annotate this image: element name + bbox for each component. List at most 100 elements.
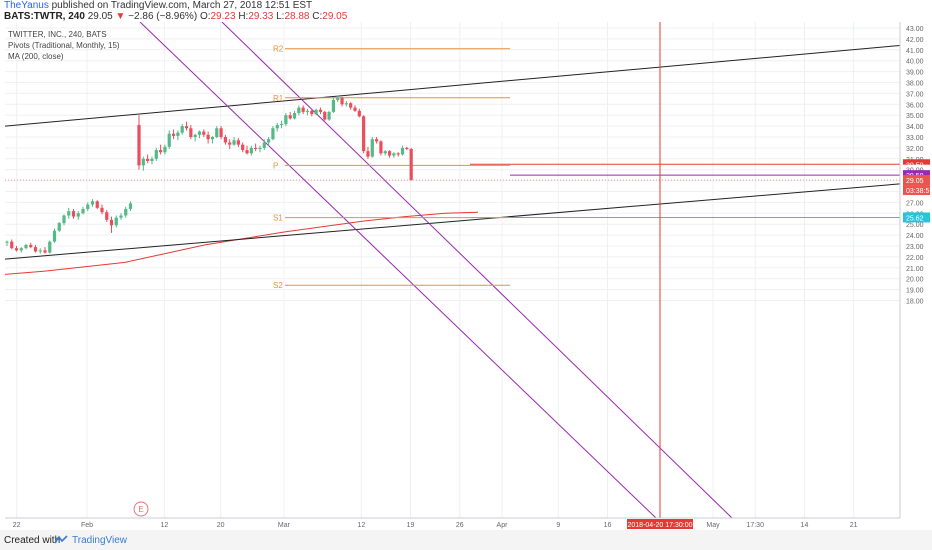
candle-body — [318, 109, 323, 112]
candle-body — [241, 144, 245, 151]
y-tick-label: 41.00 — [906, 48, 924, 55]
publish-info: published on TradingView.com, March 27, … — [51, 0, 313, 11]
candle-body — [271, 128, 275, 140]
candle-body — [310, 110, 314, 115]
low-label: L: — [276, 11, 285, 22]
candle-body — [249, 147, 253, 154]
legend-entry: TWITTER, INC., 240, BATS — [8, 30, 107, 39]
candle-body — [189, 128, 193, 137]
candle-body — [57, 223, 61, 231]
candle-body — [43, 250, 47, 253]
candle-body — [383, 151, 387, 154]
candle-body — [254, 147, 258, 149]
pivot-label-r1: R1 — [273, 94, 284, 103]
candle-body — [323, 111, 327, 120]
y-tick-label: 22.00 — [906, 255, 924, 262]
x-tick-label: 12 — [357, 522, 365, 529]
candle-body — [159, 150, 163, 153]
candle-body — [48, 241, 52, 253]
low-value: 28.88 — [284, 11, 310, 22]
candle-body — [305, 110, 310, 112]
candle-body — [279, 123, 284, 126]
price-label-text: 25.62 — [906, 215, 924, 222]
candle-body — [353, 107, 357, 111]
channel-line-upper — [221, 22, 733, 518]
candle-body — [366, 151, 370, 157]
candle-body — [267, 139, 271, 143]
y-tick-label: 24.00 — [906, 233, 924, 240]
legend-entry: Pivots (Traditional, Monthly, 15) — [8, 41, 120, 50]
y-tick-label: 23.00 — [906, 244, 924, 251]
lower-trendline — [5, 183, 900, 260]
x-tick-label: 16 — [604, 522, 612, 529]
y-tick-label: 25.00 — [906, 222, 924, 229]
chart-header: TheYanus published on TradingView.com, M… — [0, 0, 932, 22]
x-tick-label: Mar — [278, 522, 291, 529]
x-tick-label: 26 — [456, 522, 464, 529]
candle-body — [292, 113, 297, 119]
high-value: 29.33 — [248, 11, 274, 22]
change-value: −2.86 (−8.96%) — [128, 11, 198, 22]
price-label-text: 29.05 — [906, 178, 924, 185]
candle-body — [14, 248, 19, 251]
candle-body — [210, 137, 215, 140]
price-label-box — [903, 212, 930, 223]
candle-body — [171, 133, 176, 136]
candle-body — [392, 153, 396, 156]
candle-body — [90, 201, 95, 205]
candle-body — [141, 158, 145, 166]
open-value: 29.23 — [210, 11, 236, 22]
candle-body — [33, 247, 38, 252]
candle-body — [340, 97, 344, 105]
author-link[interactable]: TheYanus — [4, 0, 49, 11]
candle-body — [167, 133, 171, 147]
candle-body — [197, 131, 202, 135]
tradingview-brand[interactable]: TradingView — [72, 535, 128, 546]
footer-bar: Created with TradingView — [0, 530, 932, 550]
candle-body — [275, 125, 279, 129]
candle-body — [109, 219, 114, 226]
candle-body — [344, 103, 348, 105]
x-axis-ticks: 22 Feb 12 20 Mar 12 19 26 Apr 9 16 May 17:30 14 21 — [13, 522, 858, 529]
candle-body — [400, 147, 405, 155]
candle-body — [379, 141, 383, 154]
candle-body — [29, 244, 33, 248]
y-tick-label: 37.00 — [906, 91, 924, 98]
close-value: 29.05 — [322, 11, 348, 22]
candle-body — [387, 151, 392, 156]
candle-body — [215, 128, 219, 137]
y-tick-label: 27.00 — [906, 200, 924, 207]
candle-body — [245, 150, 249, 154]
y-tick-label: 19.00 — [906, 288, 924, 295]
plot-background — [5, 22, 900, 518]
candle-body — [62, 215, 66, 224]
candle-body — [301, 107, 305, 112]
pivot-label-p: P — [273, 161, 278, 170]
candle-body — [71, 211, 76, 217]
publish-line: TheYanus published on TradingView.com, M… — [4, 0, 312, 11]
candle-body — [100, 207, 104, 213]
candle-body — [119, 215, 123, 218]
x-tick-label: Apr — [497, 522, 509, 529]
candle-body — [67, 211, 71, 216]
candle-body — [223, 137, 227, 143]
candle-body — [228, 142, 232, 145]
candle-body — [327, 111, 331, 120]
candle-body — [38, 250, 42, 252]
candle-body — [370, 139, 374, 157]
ma200-line — [5, 211, 479, 275]
channel-line-lower — [139, 22, 657, 518]
crosshair-date-box — [627, 519, 693, 529]
candle-body — [375, 139, 379, 142]
y-tick-label: 39.00 — [906, 70, 924, 77]
legend-entry: MA (200, close) — [8, 52, 64, 61]
candle-body — [76, 213, 80, 217]
candle-body — [180, 126, 184, 133]
crosshair-date-label: 2018-04-20 17:30:00 — [627, 519, 693, 529]
last-price: 29.05 — [87, 11, 113, 22]
price-chart[interactable]: R2 R1 P S1 S2 E TWITTER, INC., 240, BATS Pivots… — [0, 22, 932, 530]
y-tick-label: 33.00 — [906, 135, 924, 142]
price-label-text: 03:38:5 — [906, 188, 929, 195]
x-tick-label: 20 — [217, 522, 225, 529]
